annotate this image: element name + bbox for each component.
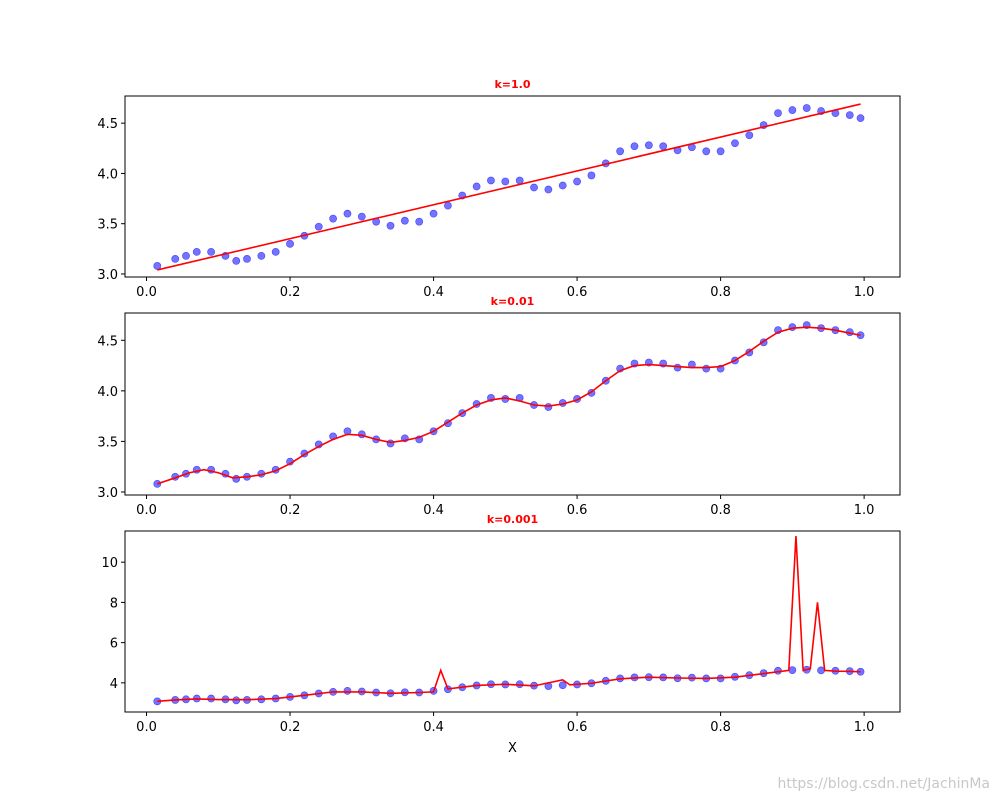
y-tick-label: 4.0 bbox=[97, 167, 118, 182]
chart-title: k=0.001 bbox=[487, 513, 538, 526]
scatter-point bbox=[271, 247, 280, 256]
scatter-point bbox=[487, 176, 495, 185]
x-tick-label: 0.2 bbox=[280, 720, 301, 735]
subplot-k0001: 0.0 0.2 0.4 0.6 0.8 1.0 4 6 8 10 k=0.001 X bbox=[101, 513, 901, 756]
scatter-point bbox=[544, 403, 553, 411]
x-tick-label: 0.8 bbox=[710, 720, 731, 735]
chart-title: k=0.01 bbox=[491, 295, 535, 308]
x-tick-label: 0.6 bbox=[567, 503, 588, 518]
scatter-point bbox=[745, 131, 754, 140]
x-tick-label: 1.0 bbox=[854, 720, 875, 735]
x-tick-label: 0.6 bbox=[567, 285, 588, 300]
scatter-point bbox=[386, 221, 395, 230]
scatter-point bbox=[286, 239, 294, 248]
scatter-point bbox=[386, 439, 395, 448]
scatter-point bbox=[232, 257, 241, 265]
fit-line bbox=[157, 326, 861, 485]
scatter-point bbox=[530, 183, 538, 192]
scatter-point bbox=[343, 209, 352, 218]
scatter-point bbox=[515, 176, 524, 185]
x-axis-label: X bbox=[508, 741, 517, 756]
scatter-point bbox=[845, 111, 854, 120]
scatter-point bbox=[257, 251, 266, 260]
scatter-point bbox=[153, 262, 162, 270]
axes-frame bbox=[124, 312, 901, 496]
x-tick-label: 0.0 bbox=[136, 285, 157, 300]
x-tick-label: 0.2 bbox=[280, 503, 301, 518]
scatter-point bbox=[544, 185, 553, 194]
scatter-point bbox=[232, 474, 241, 483]
x-tick-label: 0.8 bbox=[710, 503, 731, 518]
y-tick-label: 3.0 bbox=[97, 486, 118, 501]
scatter-point bbox=[182, 251, 190, 260]
scatter-point bbox=[788, 666, 797, 675]
x-tick-label: 0.2 bbox=[280, 285, 301, 300]
scatter-point bbox=[329, 214, 338, 223]
x-tick-label: 0.4 bbox=[423, 720, 444, 735]
y-tick-label: 4.5 bbox=[97, 334, 118, 349]
chart-title: k=1.0 bbox=[494, 78, 530, 91]
x-tick-label: 1.0 bbox=[854, 503, 875, 518]
x-tick-label: 0.0 bbox=[136, 503, 157, 518]
scatter-point bbox=[444, 201, 452, 210]
scatter-point bbox=[429, 209, 438, 218]
scatter-point bbox=[558, 681, 567, 690]
scatter-point bbox=[630, 142, 639, 151]
scatter-point bbox=[673, 363, 682, 372]
fit-line bbox=[157, 535, 861, 703]
scatter-point bbox=[573, 177, 581, 186]
scatter-point bbox=[716, 147, 725, 156]
scatter-point bbox=[587, 171, 596, 180]
scatter-point bbox=[400, 216, 409, 225]
x-tick-label: 0.4 bbox=[423, 503, 444, 518]
fit-line bbox=[157, 103, 861, 271]
y-tick-label: 4.5 bbox=[97, 117, 118, 132]
y-tick-label: 6 bbox=[110, 637, 118, 652]
scatter-point bbox=[731, 139, 739, 148]
x-tick-label: 0.4 bbox=[423, 285, 444, 300]
scatter-point bbox=[802, 104, 811, 112]
scatter-point bbox=[558, 181, 567, 190]
scatter-point bbox=[357, 212, 366, 221]
x-tick-label: 0.0 bbox=[136, 720, 157, 735]
y-tick-label: 4.0 bbox=[97, 385, 118, 400]
subplot-k1: 0.0 0.2 0.4 0.6 0.8 1.0 3.0 3.5 4.0 4.5 k=1.0 bbox=[97, 78, 901, 300]
scatter-point bbox=[192, 247, 201, 256]
axes-frame bbox=[124, 530, 901, 713]
watermark: https://blog.csdn.net/JachinMa bbox=[777, 776, 990, 792]
scatter-point bbox=[702, 364, 711, 373]
axes-frame bbox=[124, 95, 901, 278]
scatter-point bbox=[788, 106, 797, 114]
scatter-point bbox=[314, 222, 323, 231]
scatter-point bbox=[616, 147, 625, 156]
subplot-k001: 0.0 0.2 0.4 0.6 0.8 1.0 3.0 3.5 4.0 4.5 k=0.01 bbox=[97, 295, 901, 518]
y-tick-label: 8 bbox=[110, 596, 118, 611]
x-tick-label: 1.0 bbox=[854, 285, 875, 300]
scatter-point bbox=[774, 109, 782, 117]
scatter-point bbox=[207, 247, 216, 256]
y-tick-label: 3.5 bbox=[97, 218, 118, 233]
y-tick-label: 3.0 bbox=[97, 268, 118, 283]
x-tick-label: 0.8 bbox=[710, 285, 731, 300]
scatter-point bbox=[171, 254, 180, 263]
scatter-point bbox=[702, 147, 711, 156]
scatter-point bbox=[243, 254, 251, 263]
scatter-point bbox=[343, 686, 352, 695]
y-tick-label: 10 bbox=[101, 556, 118, 571]
scatter-point bbox=[659, 142, 668, 151]
x-tick-label: 0.6 bbox=[567, 720, 588, 735]
y-tick-label: 4 bbox=[110, 677, 118, 692]
y-tick-label: 3.5 bbox=[97, 435, 118, 450]
scatter-point bbox=[472, 182, 481, 191]
scatter-point bbox=[415, 217, 424, 226]
scatter-point bbox=[856, 114, 865, 123]
scatter-point bbox=[501, 177, 510, 186]
scatter-point bbox=[644, 141, 653, 150]
